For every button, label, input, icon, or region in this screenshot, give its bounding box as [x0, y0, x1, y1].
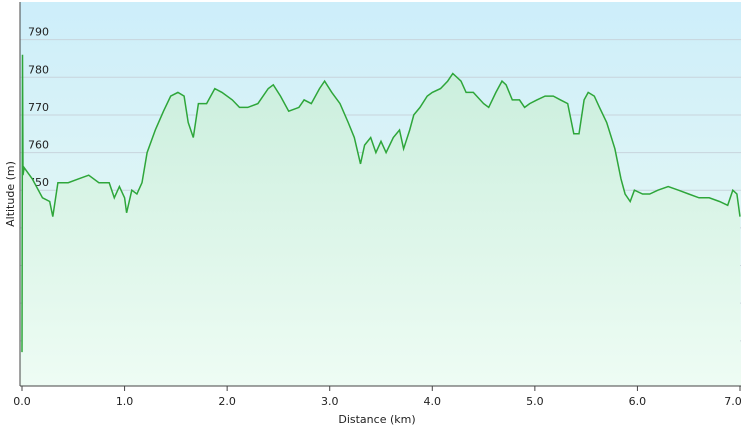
x-axis-label: Distance (km) — [338, 413, 415, 426]
y-tick-label: 790 — [28, 26, 49, 39]
y-tick-label: 760 — [28, 139, 49, 152]
y-axis-label: Altitude (m) — [4, 161, 17, 227]
x-tick-label: 6.0 — [629, 395, 647, 408]
x-tick-label: 1.0 — [116, 395, 134, 408]
area — [22, 54, 740, 386]
x-tick-label: 7.0 — [724, 395, 742, 408]
x-tick-label: 2.0 — [218, 395, 236, 408]
line — [21, 54, 741, 353]
y-tick-label: 780 — [28, 63, 49, 76]
x-tick-label: 4.0 — [424, 395, 442, 408]
x-tick-label: 3.0 — [321, 395, 339, 408]
x-tick-label: 5.0 — [526, 395, 544, 408]
y-tick-label: 770 — [28, 101, 49, 114]
x-tick-label: 0.0 — [13, 395, 31, 408]
